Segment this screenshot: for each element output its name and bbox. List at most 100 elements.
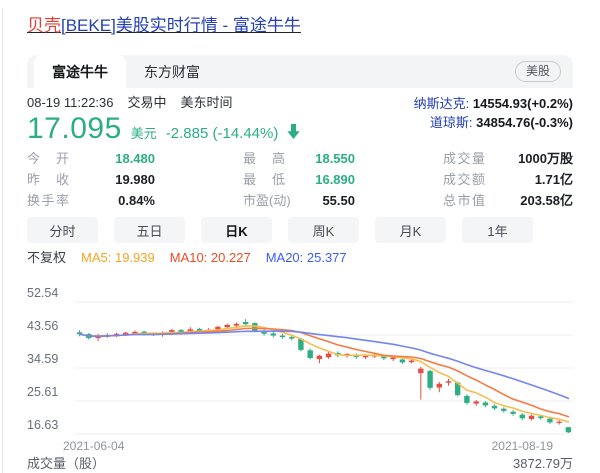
x-axis: 2021-06-04 2021-08-19 (27, 439, 573, 453)
stat-label: 换手率 (27, 193, 69, 208)
candle-body (381, 355, 387, 359)
volume-row: 成交量（股） 3872.79万 (27, 456, 573, 472)
candle-body (556, 421, 562, 423)
tab-futu[interactable]: 富途牛牛 (34, 55, 126, 88)
stat-label: 最高 (243, 151, 285, 166)
index-quotes: 纳斯达克: 14554.93(+0.2%) 道琼斯: 34854.76(-0.3%… (414, 96, 573, 144)
candle-body (76, 332, 83, 335)
stat-cell: 总市值 203.58亿 (443, 192, 573, 209)
candle-body (491, 405, 498, 409)
index-quote-1[interactable]: 道琼斯: 34854.76(-0.3%) (430, 115, 573, 131)
stats-grid: 今开 18.480 最高 18.550 成交量 1000万股昨收 19.980 最低 16.89… (27, 150, 573, 209)
period-tab-1[interactable]: 五日 (114, 217, 185, 243)
candle-body (473, 401, 479, 404)
candle-body (270, 333, 276, 336)
timezone-label: 美东时间 (180, 95, 233, 110)
x-axis-start-date: 2021-06-04 (63, 439, 125, 453)
price-row: 17.095 美元 -2.885 (-14.44%) (27, 112, 301, 145)
stat-value: 18.550 (315, 151, 355, 166)
candle-body (215, 326, 221, 330)
candle-body (436, 383, 442, 388)
currency-label: 美元 (130, 126, 157, 141)
candle-body (445, 381, 452, 383)
candle-body (178, 330, 184, 333)
stat-value: 1.71亿 (534, 172, 573, 187)
kline-chart[interactable]: 52.54 43.56 34.59 25.61 16.63 (27, 267, 573, 439)
x-axis-end-date: 2021-08-19 (491, 439, 553, 453)
stat-label: 最低 (243, 172, 285, 187)
candle-body (187, 329, 193, 333)
stat-cell: 昨收 19.980 (27, 171, 155, 188)
candle-body (519, 414, 525, 419)
ma-legend: MA5: 19.939 MA10: 20.227 MA20: 25.377 (81, 250, 347, 266)
candle-body (279, 335, 286, 338)
candle-body (399, 359, 406, 363)
index-quote-0[interactable]: 纳斯达克: 14554.93(+0.2%) (414, 96, 573, 112)
stat-value: 0.84% (118, 193, 155, 208)
y-axis-label: 16.63 (27, 418, 58, 432)
quote-time-row: 08-19 11:22:36 交易中 美东时间 (27, 94, 300, 111)
candle-body (455, 382, 461, 396)
stat-cell: 成交额 1.71亿 (443, 171, 573, 188)
current-price: 17.095 (27, 112, 122, 145)
page-title[interactable]: 贝壳[BEKE]美股实时行情 - 富途牛牛 (27, 14, 600, 38)
market-badge: 美股 (514, 61, 561, 82)
chart-legend: 不复权 MA5: 19.939 MA10: 20.227 MA20: 25.377 (27, 250, 573, 266)
candle-body (565, 427, 572, 433)
stat-cell: 最低 16.890 (243, 171, 355, 188)
candle-body (224, 324, 230, 328)
ma10-legend: MA10: 20.227 (169, 250, 251, 265)
volume-axis-label: 成交量（股） (27, 456, 106, 471)
tab-eastmoney[interactable]: 东方财富 (144, 63, 200, 80)
ma20-legend: MA20: 25.377 (265, 250, 347, 265)
candle-body (261, 330, 267, 334)
stat-value: 18.480 (115, 151, 155, 166)
stat-value: 19.980 (115, 172, 155, 187)
stat-cell: 今开 18.480 (27, 150, 155, 167)
candle-body (464, 395, 470, 403)
stat-label: 今开 (27, 151, 69, 166)
candle-body (95, 336, 101, 339)
down-arrow-icon (287, 123, 301, 139)
period-tabs: 分时 五日 日K 周K 月K 1年 (27, 217, 573, 243)
stat-value: 55.50 (322, 193, 355, 208)
title-text: [BEKE]美股实时行情 - 富途牛牛 (61, 16, 301, 35)
candle-body (408, 360, 415, 363)
index-value: 34854.76(-0.3%) (476, 115, 573, 130)
candle-body (547, 418, 553, 423)
quote-card: 08-19 11:22:36 交易中 美东时间 17.095 美元 -2.885… (27, 88, 573, 472)
page-left-border (2, 8, 3, 473)
period-tab-4[interactable]: 月K (375, 217, 446, 243)
ma20-line (78, 330, 570, 400)
period-tab-2[interactable]: 日K (201, 217, 272, 243)
candle-body (390, 357, 396, 360)
candle-body (307, 350, 313, 358)
index-value: 14554.93(+0.2%) (472, 96, 573, 111)
price-change: -2.885 (-14.44%) (165, 125, 279, 142)
candle-body (196, 329, 203, 332)
y-axis-label: 34.59 (27, 352, 58, 366)
period-tab-5[interactable]: 1年 (462, 217, 533, 243)
candle-body (252, 323, 258, 331)
candle-body (298, 338, 304, 350)
stat-cell: 换手率 0.84% (27, 192, 155, 209)
candle-body (427, 370, 433, 388)
period-tab-0[interactable]: 分时 (27, 217, 98, 243)
y-axis-label: 52.54 (27, 286, 58, 300)
y-axis-label: 25.61 (27, 385, 58, 399)
candle-body (233, 323, 240, 326)
y-axis-label: 43.56 (27, 319, 58, 333)
candle-body (242, 322, 249, 325)
title-keyword: 贝壳 (27, 16, 61, 35)
adjustment-label[interactable]: 不复权 (27, 250, 67, 265)
candle-body (362, 355, 369, 358)
ma5-line (78, 325, 570, 423)
stat-label: 成交额 (443, 172, 485, 187)
ma5-legend: MA5: 19.939 (81, 250, 155, 265)
candle-body (132, 331, 138, 334)
period-tab-3[interactable]: 周K (288, 217, 359, 243)
candle-body (325, 353, 332, 358)
candle-body (528, 415, 535, 419)
candle-body (510, 411, 516, 414)
stat-value: 16.890 (315, 172, 355, 187)
